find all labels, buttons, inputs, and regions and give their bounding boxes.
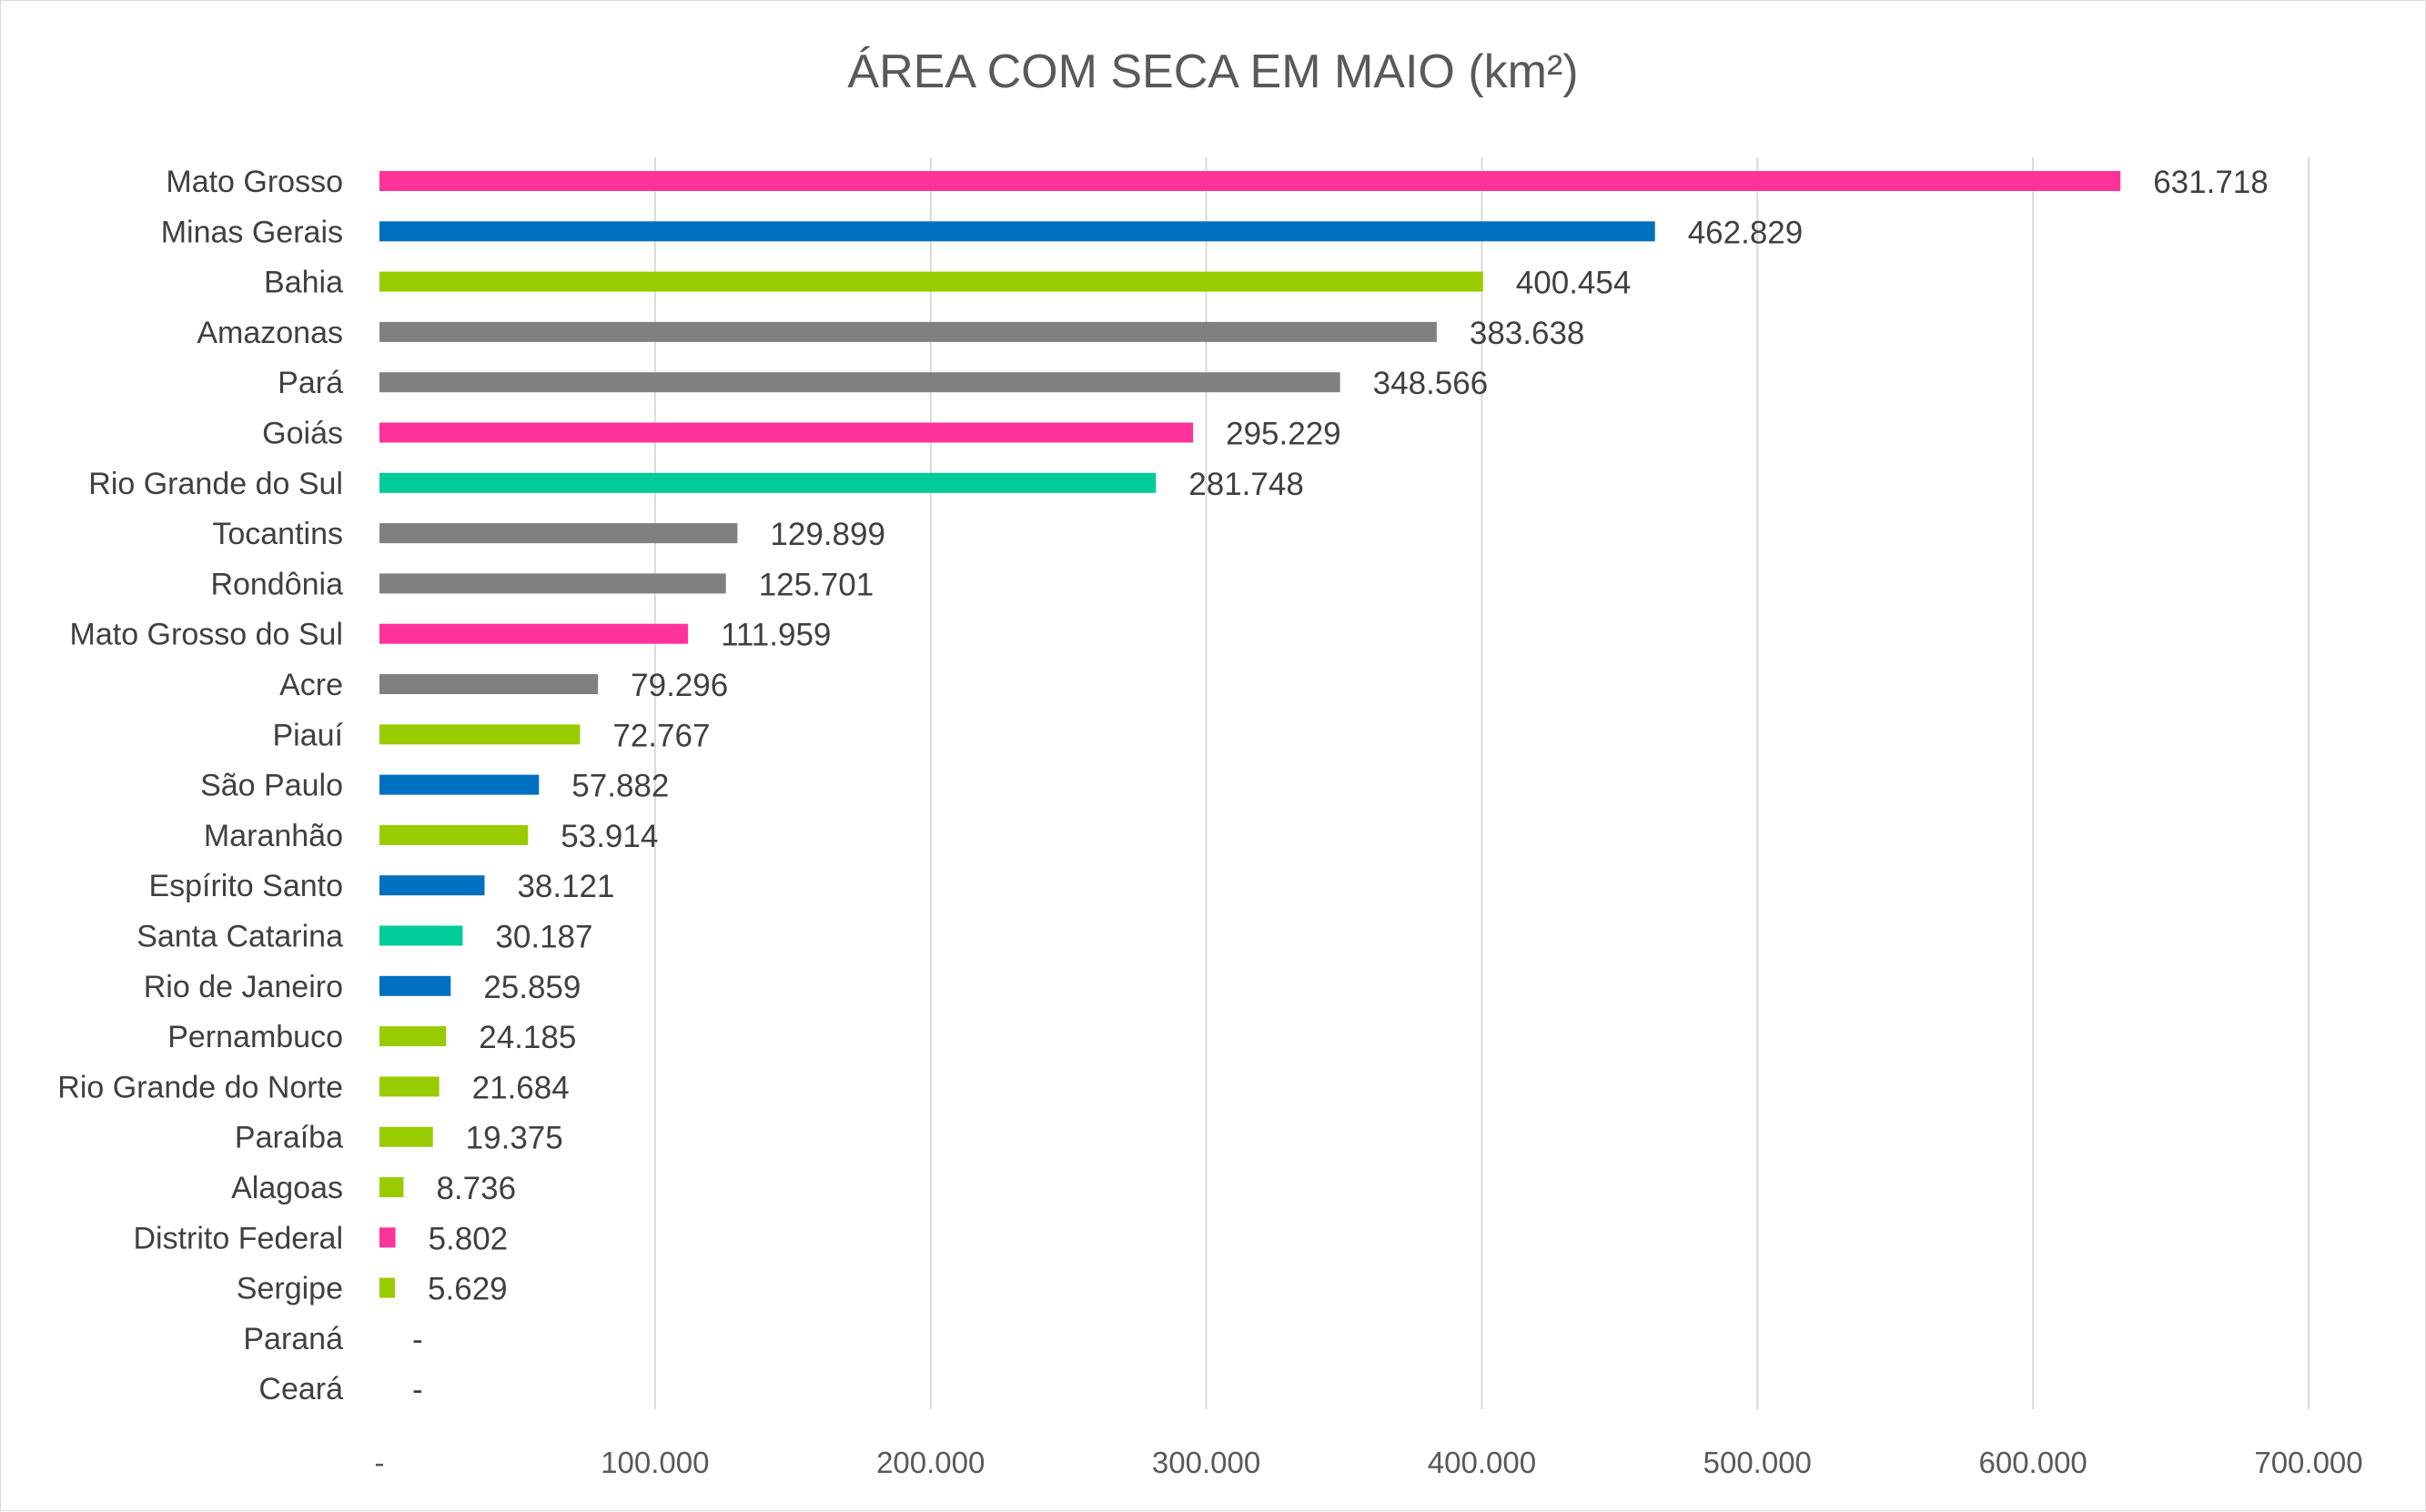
category-label: Pernambuco	[167, 1020, 343, 1054]
data-label: -	[412, 1322, 423, 1357]
bars	[379, 171, 2121, 1298]
category-labels: Mato Grosso Minas Gerais Bahia Amazonas Pará…	[57, 165, 343, 1406]
category-label: Espírito Santo	[148, 869, 343, 903]
bar	[379, 975, 451, 996]
bar	[379, 321, 1437, 342]
category-label: Paraná	[243, 1322, 343, 1356]
bar	[379, 925, 463, 946]
category-label: Santa Catarina	[136, 920, 343, 954]
bar	[379, 372, 1340, 393]
data-label: -	[412, 1372, 423, 1407]
data-label: 38.121	[517, 869, 614, 904]
data-label: 25.859	[483, 970, 581, 1005]
category-label: Acre	[279, 668, 343, 702]
data-label: 129.899	[770, 517, 885, 552]
x-tick-label: 100.000	[601, 1446, 709, 1479]
bar	[379, 1026, 447, 1047]
category-label: São Paulo	[200, 769, 343, 803]
data-label: 8.736	[436, 1171, 516, 1206]
x-tick-label: 200.000	[876, 1446, 985, 1479]
data-label: 383.638	[1470, 316, 1585, 351]
bar	[379, 875, 485, 896]
bar	[379, 1076, 440, 1097]
bar	[379, 824, 529, 845]
data-label: 21.684	[472, 1070, 570, 1105]
bar	[379, 422, 1194, 443]
bar	[379, 573, 726, 594]
data-label: 53.914	[561, 819, 658, 854]
data-label: 24.185	[479, 1020, 576, 1055]
category-label: Mato Grosso do Sul	[70, 618, 343, 652]
bar	[379, 1227, 396, 1248]
data-label: 5.802	[429, 1221, 509, 1256]
x-tick-label: 700.000	[2254, 1446, 2362, 1479]
category-label: Rio Grande do Sul	[88, 467, 343, 501]
category-label: Rio de Janeiro	[144, 970, 343, 1004]
bar	[379, 1277, 396, 1298]
gridlines	[653, 157, 2310, 1409]
data-label: 5.629	[428, 1272, 508, 1307]
category-label: Ceará	[258, 1372, 343, 1406]
category-label: Paraíba	[235, 1121, 343, 1155]
category-label: Minas Gerais	[161, 215, 343, 249]
bar	[379, 171, 2121, 191]
data-label: 30.187	[495, 920, 592, 955]
data-label: 348.566	[1373, 366, 1489, 401]
x-tick-label: 600.000	[1978, 1446, 2087, 1479]
data-label: 19.375	[466, 1121, 563, 1156]
category-label: Tocantins	[212, 517, 343, 551]
x-tick-label: -	[375, 1446, 385, 1479]
category-label: Pará	[278, 366, 343, 400]
data-label: 79.296	[631, 668, 728, 703]
data-label: 295.229	[1226, 417, 1341, 452]
bar	[379, 1177, 404, 1197]
category-label: Distrito Federal	[133, 1221, 343, 1255]
bar	[379, 1126, 433, 1147]
category-label: Rio Grande do Norte	[57, 1070, 343, 1104]
data-label: 400.454	[1516, 266, 1632, 301]
category-label: Rondônia	[210, 567, 343, 601]
chart-title: ÁREA COM SECA EM MAIO (km²)	[847, 45, 1578, 98]
bar	[379, 623, 689, 644]
bar	[379, 774, 540, 795]
x-tick-label: 300.000	[1152, 1446, 1260, 1479]
bar	[379, 523, 738, 544]
bar	[379, 472, 1157, 493]
category-label: Bahia	[264, 266, 343, 300]
data-label: 111.959	[721, 618, 831, 653]
category-label: Piauí	[273, 718, 344, 752]
data-label: 57.882	[571, 769, 669, 804]
data-label: 462.829	[1688, 215, 1804, 250]
category-label: Sergipe	[237, 1272, 343, 1306]
x-tick-label: 400.000	[1428, 1446, 1536, 1479]
data-label: 281.748	[1188, 467, 1304, 502]
data-label: 125.701	[759, 567, 874, 602]
data-label: 72.767	[612, 718, 710, 753]
bar	[379, 674, 599, 694]
category-label: Alagoas	[231, 1171, 343, 1205]
data-label: 631.718	[2153, 165, 2269, 200]
x-axis-tick-labels: - 100.000 200.000 300.000 400.000 500.000 600.…	[375, 1446, 2363, 1479]
category-label: Goiás	[262, 417, 343, 451]
data-labels: 631.718 462.829 400.454 383.638 348.566 295.2…	[412, 165, 2269, 1407]
category-label: Mato Grosso	[166, 165, 343, 199]
category-label: Amazonas	[197, 316, 343, 350]
category-label: Maranhão	[204, 819, 343, 853]
x-tick-label: 500.000	[1703, 1446, 1812, 1479]
bar	[379, 724, 581, 745]
bar	[379, 271, 1483, 292]
bar	[379, 221, 1655, 242]
